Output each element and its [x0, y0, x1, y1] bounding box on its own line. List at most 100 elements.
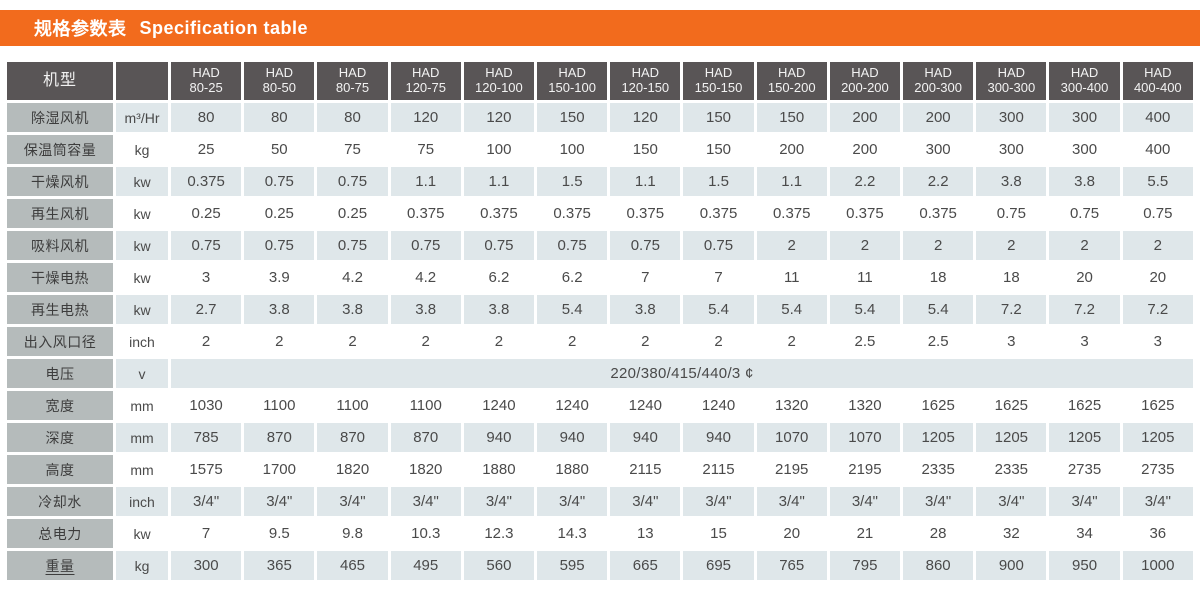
spec-value-cell: 1070 [829, 423, 901, 452]
spec-value-cell: 1100 [244, 391, 315, 420]
spec-value-cell: 2 [1122, 231, 1193, 260]
spec-row: 除湿风机 m³/Hr 80 80 80 120 120 150 120 150 150 200 200 3… [7, 103, 1193, 132]
spec-value-cell: 75 [390, 135, 461, 164]
spec-value-cell: 795 [829, 551, 901, 580]
spec-value-cell: 3/4" [756, 487, 827, 516]
spec-value-cell: 950 [1049, 551, 1120, 580]
row-unit: kw [116, 199, 168, 228]
spec-value-cell: 2 [683, 327, 754, 356]
spec-value-cell: 18 [976, 263, 1047, 292]
spec-value-cell: 765 [756, 551, 827, 580]
model-code: 80-25 [189, 80, 223, 95]
spec-row: 宽度 mm 1030 1100 1100 1100 1240 1240 1240 1240 1320… [7, 391, 1193, 420]
spec-value-cell: 2735 [1049, 455, 1120, 484]
spec-row: 总电力 kw 7 9.5 9.8 10.3 12.3 14.3 13 15 20 21 28 32 34 36 [7, 519, 1193, 548]
spec-value-cell: 2.5 [903, 327, 974, 356]
spec-value-cell: 1.1 [610, 167, 681, 196]
spec-value-cell: 2 [171, 327, 242, 356]
spec-value-cell: 2 [756, 327, 827, 356]
spec-value-cell: 300 [171, 551, 242, 580]
spec-value-cell: 150 [683, 103, 754, 132]
row-label: 冷却水 [7, 487, 113, 516]
model-brand: HAD [485, 65, 513, 81]
spec-value-cell: 1.5 [537, 167, 608, 196]
spec-value-cell: 150 [610, 135, 681, 164]
spec-value-cell: 7.2 [1049, 295, 1120, 324]
spec-value-cell: 1205 [1049, 423, 1120, 452]
model-code: 150-150 [694, 80, 743, 95]
spec-value-cell: 0.375 [610, 199, 681, 228]
spec-value-cell: 0.75 [244, 167, 315, 196]
specification-table: 机型 HAD 80-25 HAD 80-50 HAD 80-75 HAD 120-75 HAD 1… [4, 59, 1196, 583]
spec-value-cell: 3/4" [683, 487, 754, 516]
model-brand: HAD [558, 65, 586, 81]
model-header-cell: HAD 80-75 [317, 62, 388, 100]
spec-value-cell: 2735 [1122, 455, 1193, 484]
row-unit: mm [116, 391, 168, 420]
spec-value-cell: 0.75 [390, 231, 461, 260]
row-label: 总电力 [7, 519, 113, 548]
spec-value-cell: 400 [1122, 103, 1193, 132]
spec-value-cell: 50 [244, 135, 315, 164]
spec-row: 冷却水 inch 3/4" 3/4" 3/4" 3/4" 3/4" 3/4" 3/4" 3/4" 3… [7, 487, 1193, 516]
spec-value-cell: 20 [1049, 263, 1120, 292]
model-header-cell: HAD 150-200 [756, 62, 827, 100]
spec-value-cell: 3 [976, 327, 1047, 356]
spec-value-cell: 1625 [1049, 391, 1120, 420]
spec-value-cell: 32 [976, 519, 1047, 548]
spec-value-cell: 3 [171, 263, 242, 292]
spec-value-cell: 28 [903, 519, 974, 548]
spec-value-cell: 7.2 [1122, 295, 1193, 324]
spec-value-cell: 940 [463, 423, 535, 452]
spec-value-cell: 1100 [390, 391, 461, 420]
spec-value-cell: 18 [903, 263, 974, 292]
spec-value-cell: 870 [317, 423, 388, 452]
model-header-cell: HAD 80-25 [171, 62, 242, 100]
spec-value-cell: 365 [244, 551, 315, 580]
spec-value-cell: 4.2 [390, 263, 461, 292]
spec-value-cell: 36 [1122, 519, 1193, 548]
spec-value-cell: 2 [1049, 231, 1120, 260]
spec-value-cell: 75 [317, 135, 388, 164]
spec-value-cell: 0.75 [244, 231, 315, 260]
spec-value-cell: 0.75 [976, 199, 1047, 228]
spec-value-cell: 0.375 [756, 199, 827, 228]
spec-value-cell: 9.8 [317, 519, 388, 548]
spec-value-cell: 100 [463, 135, 535, 164]
spec-value-cell: 15 [683, 519, 754, 548]
spec-value-cell: 940 [683, 423, 754, 452]
model-brand: HAD [411, 65, 440, 81]
spec-value-cell: 785 [171, 423, 242, 452]
spec-value-cell: 120 [610, 103, 681, 132]
spec-value-cell: 1.5 [683, 167, 754, 196]
spec-value-cell: 595 [537, 551, 608, 580]
spec-row: 保温筒容量 kg 25 50 75 75 100 100 150 150 200 200 300 300 3… [7, 135, 1193, 164]
spec-value-cell: 11 [756, 263, 827, 292]
row-label: 再生电热 [7, 295, 113, 324]
model-brand: HAD [338, 65, 367, 81]
spec-value-cell: 0.375 [903, 199, 974, 228]
spec-value-cell: 2.5 [829, 327, 901, 356]
row-unit: kw [116, 263, 168, 292]
model-header-cell: HAD 400-400 [1122, 62, 1193, 100]
spec-value-cell: 0.75 [317, 167, 388, 196]
spec-value-cell: 200 [756, 135, 827, 164]
spec-value-cell: 3 [1049, 327, 1120, 356]
spec-value-cell: 1.1 [463, 167, 535, 196]
spec-value-cell: 1625 [903, 391, 974, 420]
model-code: 200-300 [914, 80, 962, 95]
row-unit: mm [116, 423, 168, 452]
spec-value-cell: 2.2 [829, 167, 901, 196]
row-unit: kg [116, 135, 168, 164]
spec-row: 深度 mm 785 870 870 870 940 940 940 940 1070 1070 1205… [7, 423, 1193, 452]
spec-value-cell: 9.5 [244, 519, 315, 548]
spec-value-cell: 2 [976, 231, 1047, 260]
section-title-en: Specification table [139, 17, 309, 38]
spec-value-cell: 0.375 [463, 199, 535, 228]
spec-value-cell: 0.375 [537, 199, 608, 228]
row-unit: kw [116, 231, 168, 260]
spec-value-cell: 1205 [976, 423, 1047, 452]
spec-value-cell: 2 [537, 327, 608, 356]
spec-value-cell: 7 [683, 263, 754, 292]
spec-value-cell: 1320 [829, 391, 901, 420]
